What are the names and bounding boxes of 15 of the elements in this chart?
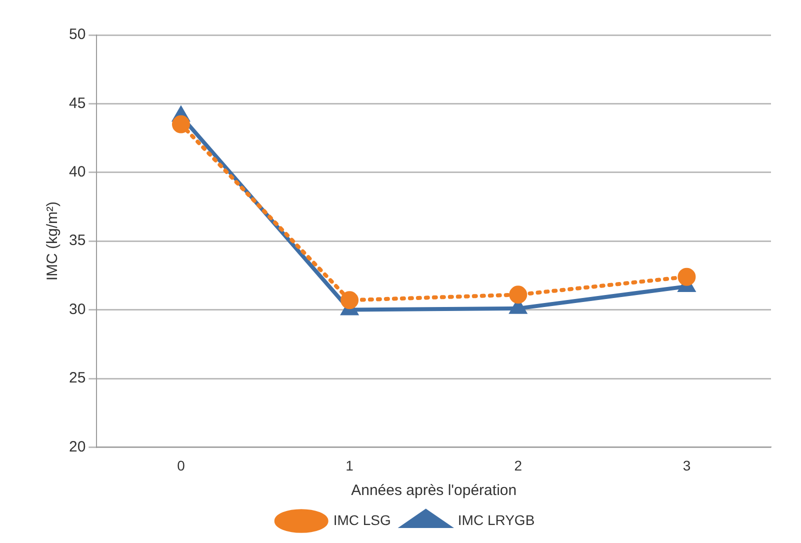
legend-label: IMC LRYGB <box>458 512 535 528</box>
x-tick-label: 0 <box>177 457 186 474</box>
y-tick-label: 30 <box>68 300 86 318</box>
y-axis-title: IMC (kg/m²) <box>44 202 62 281</box>
y-tick-label: 25 <box>68 370 86 387</box>
x-axis-title: Années après l'opération <box>351 482 517 500</box>
legend-label: IMC LSG <box>333 512 391 528</box>
y-tick-label: 50 <box>68 26 86 44</box>
x-tick-label: 2 <box>514 457 522 474</box>
x-tick-label: 3 <box>682 457 691 474</box>
y-tick-label: 45 <box>68 94 86 112</box>
x-tick-label: 1 <box>346 457 354 474</box>
y-tick-label: 40 <box>68 164 86 181</box>
y-tick-label: 35 <box>68 232 86 250</box>
y-tick-label: 20 <box>68 438 86 456</box>
